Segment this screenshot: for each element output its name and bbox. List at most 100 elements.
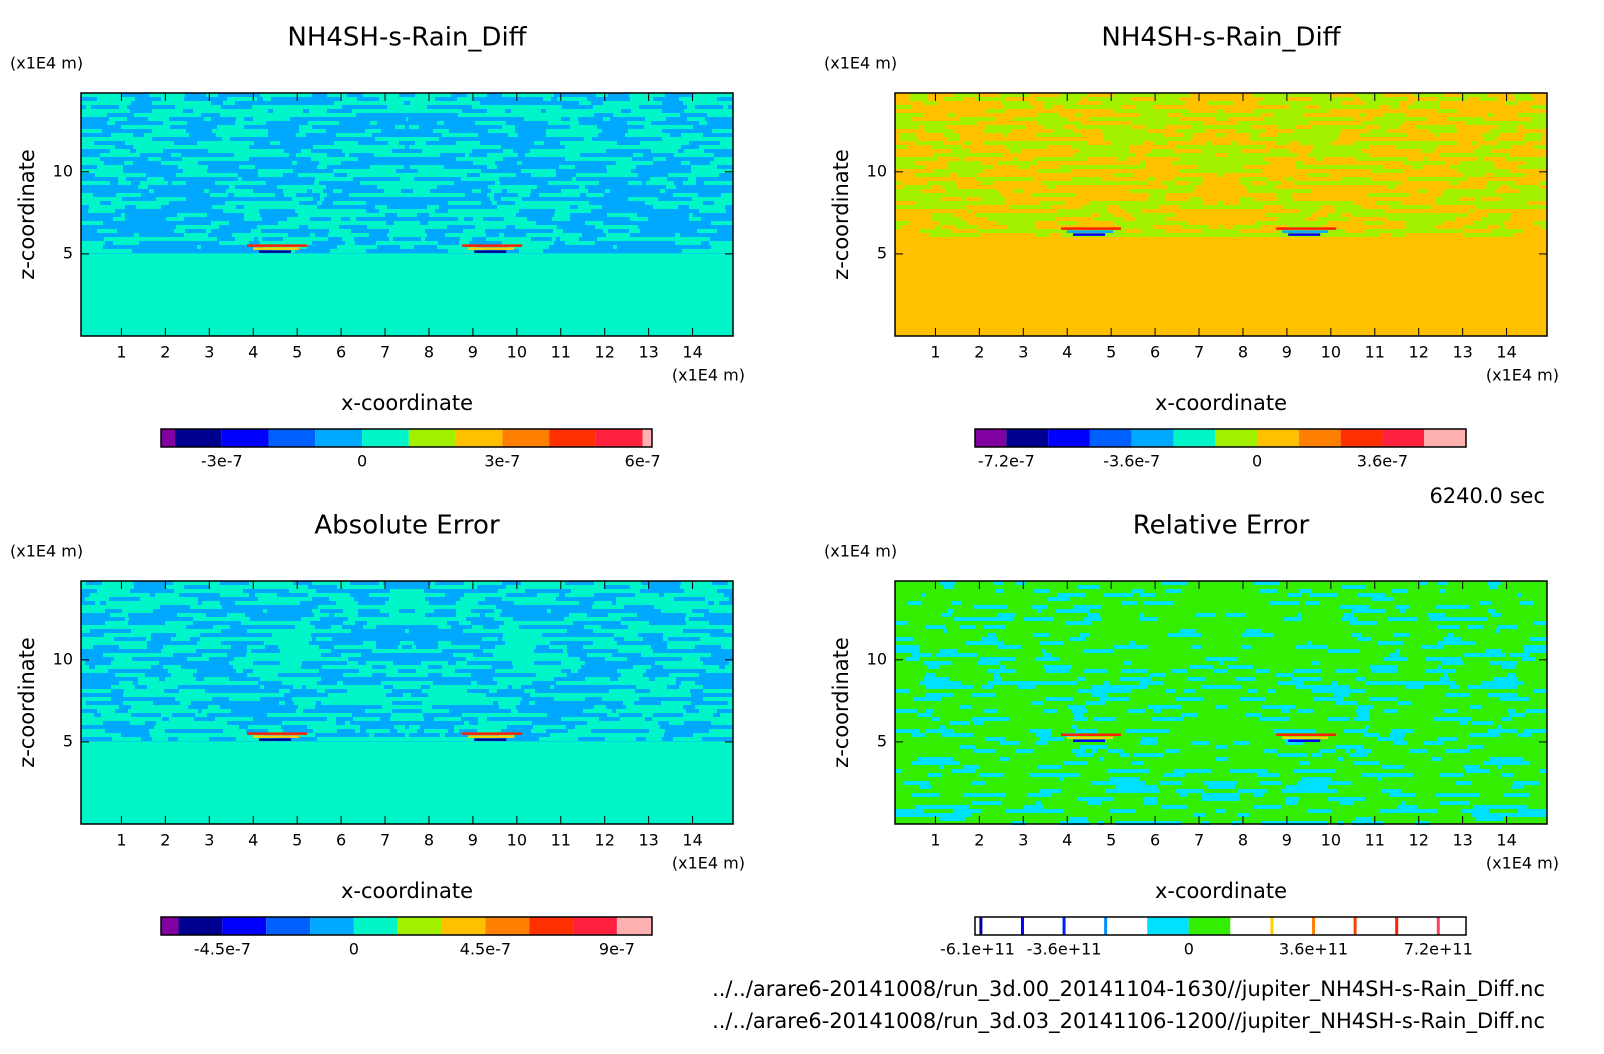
field-cell [501, 197, 516, 201]
field-cell [513, 665, 527, 669]
field-cell [343, 605, 361, 609]
field-cell [712, 129, 733, 133]
field-cell [1042, 649, 1046, 653]
field-cell [1402, 633, 1409, 637]
field-cell [1189, 197, 1202, 201]
field-cell [1202, 797, 1221, 801]
field-cell [505, 641, 525, 645]
field-cell [281, 677, 311, 681]
field-cell [628, 625, 633, 629]
field-cell [1491, 229, 1509, 233]
field-cell [918, 757, 949, 761]
field-cell [924, 677, 949, 681]
field-cell [1308, 165, 1322, 169]
field-cell [555, 209, 577, 213]
field-cell [686, 613, 704, 617]
field-cell [135, 609, 145, 613]
field-cell [946, 189, 973, 193]
field-cell [390, 717, 407, 721]
y-tick-label: 5 [63, 731, 73, 750]
field-cell [315, 105, 323, 109]
field-cell [1018, 165, 1030, 169]
field-cell [1315, 157, 1324, 161]
field-cell [548, 181, 579, 185]
field-cell [155, 593, 179, 597]
field-cell [1015, 161, 1038, 165]
field-cell [912, 793, 939, 797]
field-cell [563, 649, 567, 653]
field-cell [328, 637, 332, 641]
field-cell [956, 169, 984, 173]
field-cell [1057, 209, 1084, 213]
field-cell [1179, 793, 1188, 797]
field-cell [1498, 205, 1524, 209]
colorbar-line [1104, 917, 1108, 935]
field-cell [417, 101, 432, 105]
field-cell [1254, 581, 1262, 585]
x-tick-label: 1 [930, 343, 940, 362]
field-cell [226, 189, 240, 193]
field-cell [516, 221, 527, 225]
field-cell [676, 665, 693, 669]
field-cell [491, 213, 516, 217]
field-cell [128, 709, 152, 713]
field-cell [228, 717, 253, 721]
field-cell [96, 637, 114, 641]
field-cell [247, 649, 251, 653]
field-cell [530, 93, 535, 97]
field-cell [1484, 205, 1498, 209]
field-cell [1342, 233, 1363, 237]
field-cell [651, 113, 655, 117]
field-cell [1379, 809, 1410, 813]
field-cell [1221, 809, 1226, 813]
field-cell [1179, 205, 1196, 209]
field-cell [337, 217, 341, 221]
colorbar-band [1257, 429, 1299, 447]
field-cell [284, 105, 298, 109]
field-cell [1196, 205, 1209, 209]
field-cell [561, 189, 574, 193]
field-cell [181, 181, 186, 185]
field-cell [1476, 817, 1503, 821]
field-cell [249, 581, 266, 585]
field-cell [1088, 97, 1102, 101]
field-cell [1330, 201, 1353, 205]
field-cell [411, 621, 417, 625]
field-cell [1319, 137, 1338, 141]
field-cell [273, 729, 283, 733]
field-cell [103, 249, 132, 253]
field-cell [175, 105, 182, 109]
field-cell [1112, 201, 1125, 205]
field-cell [311, 157, 333, 161]
field-cell [943, 133, 960, 137]
field-cell [1277, 217, 1306, 221]
field-cell [307, 733, 315, 737]
field-cell [1077, 797, 1095, 801]
field-cell [407, 713, 423, 717]
field-cell [985, 109, 1005, 113]
field-cell [659, 629, 663, 633]
field-cell [486, 637, 498, 641]
field-cell [1347, 797, 1365, 801]
colorbar-band [573, 917, 617, 935]
field-cell [313, 729, 325, 733]
field-cell [1263, 97, 1287, 101]
field-cell [1523, 193, 1547, 197]
field-cell [615, 225, 628, 229]
field-cell [1221, 169, 1222, 173]
field-cell [260, 241, 283, 245]
colorbar-band [268, 429, 316, 447]
field-cell [1351, 213, 1363, 217]
field-cell [714, 101, 733, 105]
field-cell [422, 593, 445, 597]
field-cell [1165, 589, 1182, 593]
field-cell [1120, 753, 1130, 757]
field-cell [433, 129, 449, 133]
field-cell [256, 637, 284, 641]
field-cell [1432, 177, 1442, 181]
field-cell [1025, 141, 1055, 145]
field-cell [1077, 689, 1100, 693]
field-cell [104, 633, 128, 637]
field-cell [337, 245, 346, 249]
field-cell [477, 701, 493, 705]
